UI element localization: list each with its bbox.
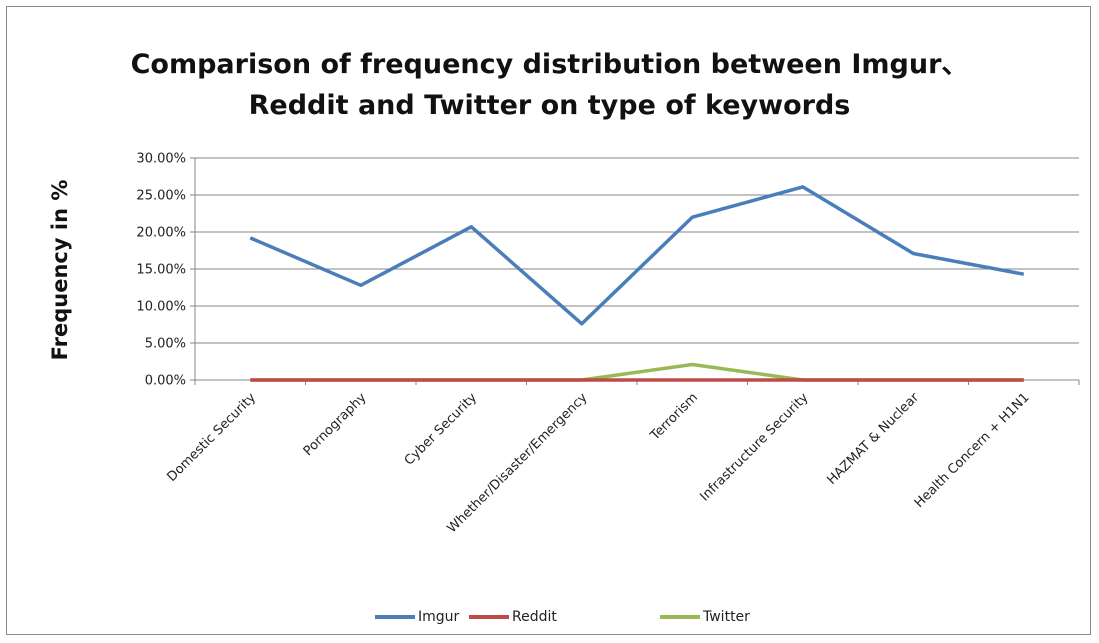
y-tick-label: 0.00%	[145, 374, 186, 389]
y-tick-label: 25.00%	[136, 189, 186, 204]
chart-frame	[6, 6, 1091, 635]
legend-label: Imgur	[418, 609, 460, 625]
x-category-label: HAZMAT & Nuclear	[824, 390, 922, 488]
y-tick-label: 15.00%	[136, 263, 186, 278]
x-category-label: Domestic Security	[164, 390, 259, 485]
legend: Imgur Reddit Twitter	[0, 609, 1099, 629]
series-line-imgur	[249, 185, 1025, 326]
x-category-label: Pornography	[301, 390, 370, 459]
chart-title-line-2: Reddit and Twitter on type of keywords	[248, 90, 851, 121]
legend-label: Twitter	[703, 609, 750, 625]
y-tick-label: 20.00%	[136, 226, 186, 241]
y-tick-label: 5.00%	[145, 337, 186, 352]
x-category-label: Infrastructure Security	[697, 390, 811, 504]
legend-swatch	[375, 615, 415, 619]
series-lines	[249, 185, 1025, 382]
y-tick-label: 30.00%	[136, 152, 186, 167]
y-axis-label: Frequency in %	[48, 180, 72, 361]
legend-item-reddit: Reddit	[469, 609, 557, 625]
y-tick-labels: 0.00% 5.00% 10.00% 15.00% 20.00% 25.00% 30.00%	[136, 152, 186, 389]
x-category-label: Cyber Security	[402, 390, 481, 469]
x-category-label: Health Concern + H1N1	[912, 390, 1033, 511]
x-category-label: Terrorism	[647, 390, 701, 444]
chart-title-line-1: Comparison of frequency distribution bet…	[130, 49, 969, 80]
legend-item-imgur: Imgur	[375, 609, 459, 625]
series-line-twitter	[250, 362, 1024, 382]
legend-swatch	[469, 615, 509, 619]
y-tick-label: 10.00%	[136, 300, 186, 315]
legend-label: Reddit	[512, 609, 557, 625]
legend-swatch	[660, 615, 700, 619]
legend-item-twitter: Twitter	[660, 609, 750, 625]
x-category-labels: Domestic Security Pornography Cyber Securi…	[164, 390, 1032, 536]
